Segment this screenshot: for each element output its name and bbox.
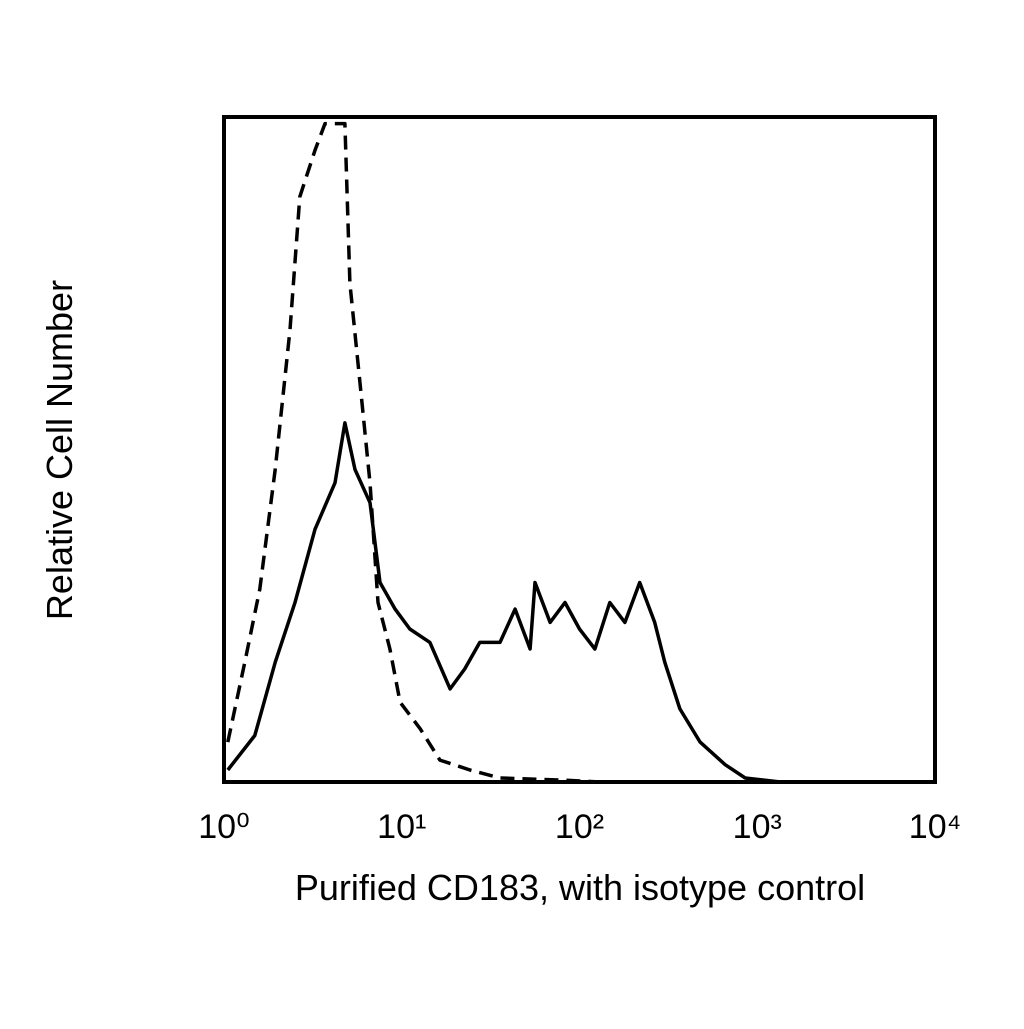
x-tick-label: 10⁴: [909, 808, 961, 846]
x-tick-label: 10³: [733, 808, 782, 846]
series-line: [226, 421, 781, 784]
series-line: [226, 121, 600, 784]
y-axis-label: Relative Cell Number: [39, 280, 80, 620]
plot-frame: [222, 115, 937, 784]
x-tick-label: 10¹: [377, 808, 426, 846]
x-tick-label: 10⁰: [198, 808, 249, 846]
x-axis-label: Purified CD183, with isotype control: [295, 867, 865, 908]
x-tick-label: 10²: [555, 808, 604, 846]
